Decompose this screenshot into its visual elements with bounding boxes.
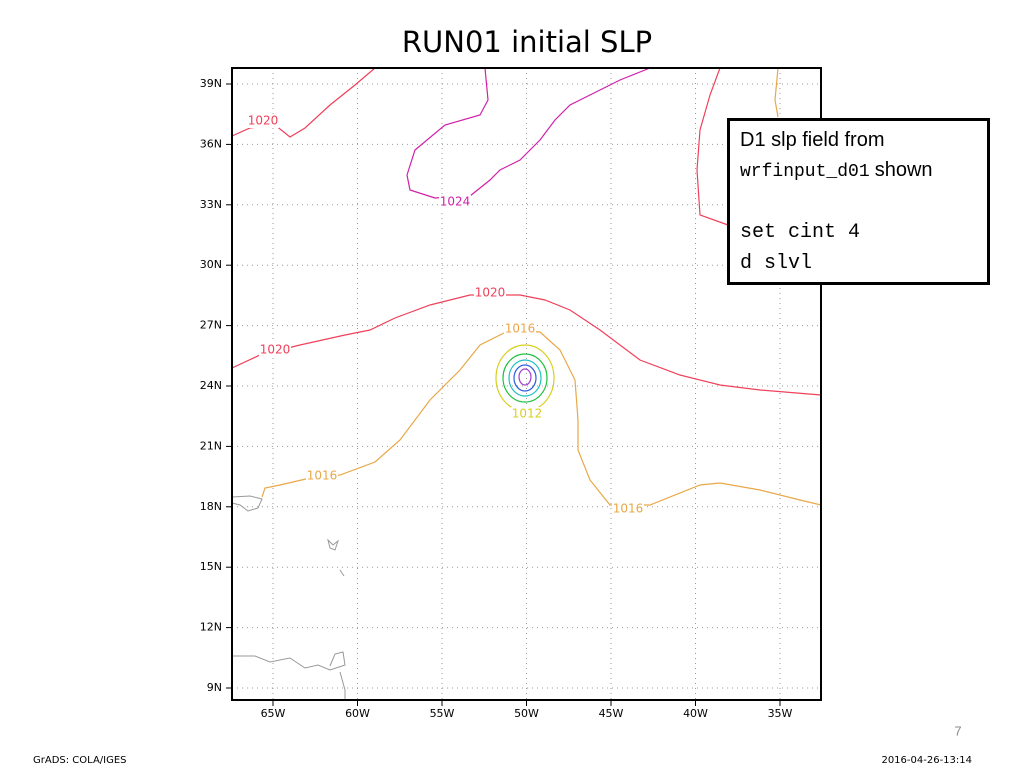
coastlines bbox=[231, 495, 346, 700]
y-tick-label: 15N bbox=[200, 560, 222, 573]
y-tick-label: 24N bbox=[200, 379, 222, 392]
coastline bbox=[327, 538, 340, 551]
note-box: D1 slp field from wrfinput_d01 shown set… bbox=[727, 118, 990, 285]
label-bg bbox=[474, 286, 506, 300]
y-tick-label: 30N bbox=[200, 258, 222, 271]
x-tick-label: 35W bbox=[768, 707, 793, 720]
note-text: shown bbox=[874, 159, 933, 181]
page-number: 7 bbox=[954, 723, 961, 738]
map-title: RUN01 initial SLP bbox=[402, 25, 652, 59]
contour-inner bbox=[513, 364, 537, 392]
x-tick-label: 60W bbox=[345, 707, 370, 720]
note-line: wrfinput_d01 shown bbox=[740, 159, 933, 182]
y-tick-label: 9N bbox=[207, 681, 222, 694]
label-bg bbox=[612, 502, 644, 516]
label-bg bbox=[306, 469, 338, 483]
contour-label: 1020 bbox=[475, 286, 506, 300]
note-line: set cint 4 bbox=[740, 221, 861, 244]
label-bg bbox=[504, 322, 536, 336]
contour-inner bbox=[502, 353, 548, 403]
contour-label: 1016 bbox=[613, 502, 644, 516]
note-code: wrfinput_d01 bbox=[740, 162, 870, 182]
label-bg bbox=[259, 343, 291, 357]
x-tick-label: 50W bbox=[514, 707, 539, 720]
note-line: d slvl bbox=[740, 252, 813, 275]
contour-label: 1016 bbox=[307, 469, 338, 483]
coastline bbox=[231, 495, 263, 512]
grid bbox=[232, 68, 821, 700]
note-line: D1 slp field from bbox=[740, 129, 885, 151]
contour-1012 bbox=[495, 344, 555, 412]
coastline bbox=[232, 651, 346, 700]
footer-right: 2016-04-26-13:14 bbox=[881, 755, 972, 766]
y-tick-label: 12N bbox=[200, 621, 222, 634]
contour-1016 bbox=[774, 67, 779, 118]
y-tick-label: 36N bbox=[200, 137, 222, 150]
contour-label: 1016 bbox=[505, 322, 536, 336]
contour-inner bbox=[518, 368, 532, 386]
label-bg bbox=[439, 195, 471, 209]
contour-label: 1012 bbox=[512, 407, 543, 421]
label-bg bbox=[511, 407, 543, 421]
contour-label: 1020 bbox=[260, 343, 291, 357]
y-tick-label: 21N bbox=[200, 439, 222, 452]
contour-label: 1020 bbox=[248, 114, 279, 128]
x-tick-label: 55W bbox=[430, 707, 455, 720]
x-tick-label: 65W bbox=[261, 707, 286, 720]
contour-1020 bbox=[696, 67, 729, 226]
coastline bbox=[339, 569, 345, 577]
x-tick-label: 45W bbox=[599, 707, 624, 720]
contour-inner bbox=[508, 359, 542, 397]
y-tick-label: 33N bbox=[200, 198, 222, 211]
contour-label: 1024 bbox=[440, 195, 471, 209]
contour-labels: 1020 1024 1020 1016 1020 1012 1016 1016 bbox=[247, 114, 644, 516]
label-bg bbox=[247, 114, 279, 128]
y-tick-label: 39N bbox=[200, 77, 222, 90]
contour-1020 bbox=[231, 294, 822, 396]
y-tick-label: 27N bbox=[200, 319, 222, 332]
y-tick-label: 18N bbox=[200, 500, 222, 513]
footer-left: GrADS: COLA/IGES bbox=[33, 755, 127, 766]
x-tick-label: 40W bbox=[683, 707, 708, 720]
contour-1024 bbox=[406, 67, 651, 199]
